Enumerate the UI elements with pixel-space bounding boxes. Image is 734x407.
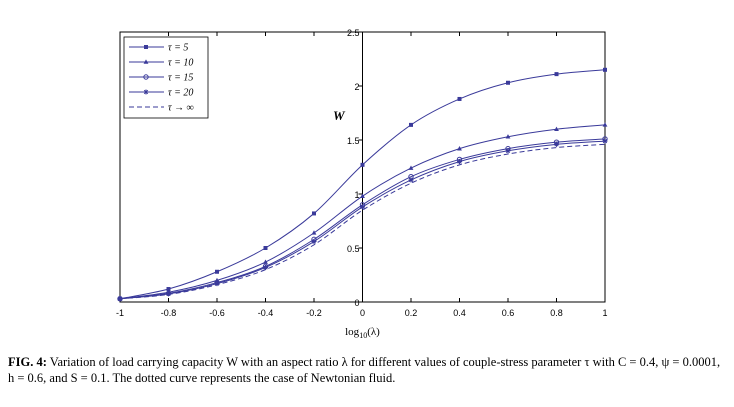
y-tick-label: 2 <box>354 82 359 92</box>
data-point-1 <box>360 193 365 198</box>
data-point-1 <box>263 259 268 264</box>
x-tick-label: 0.8 <box>550 308 563 318</box>
data-point-3 <box>408 177 414 183</box>
legend-label-3: τ = 20 <box>168 88 193 99</box>
data-point-3 <box>263 264 268 270</box>
x-tick-label: -1 <box>116 308 124 318</box>
data-point-1 <box>602 122 608 127</box>
x-tick-label: -0.2 <box>306 308 322 318</box>
legend-label-1: τ = 10 <box>168 58 193 69</box>
data-point-0 <box>360 162 365 167</box>
y-tick-label: 2.5 <box>347 28 360 38</box>
data-point-0 <box>263 246 268 250</box>
data-point-0 <box>603 67 607 72</box>
figure-caption: FIG. 4: Variation of load carrying capac… <box>8 354 728 386</box>
x-tick-label: -0.6 <box>209 308 225 318</box>
data-point-3 <box>214 281 220 287</box>
legend-marker-2 <box>143 74 149 80</box>
data-point-3 <box>505 148 511 154</box>
data-point-0 <box>312 211 316 216</box>
data-point-3 <box>457 159 462 165</box>
load-capacity-chart: -1 -0.8 -0.6 -0.4 -0.2 0 0.2 0.4 0.6 0.8 1 0 0.5 1 1.5… <box>116 28 608 340</box>
series-line-4 <box>119 143 606 300</box>
x-tick-label: 0.4 <box>453 308 466 318</box>
legend-marker-1 <box>143 59 149 64</box>
x-tick-label: -0.8 <box>161 308 177 318</box>
x-tick-label: 1 <box>602 308 607 318</box>
data-point-3 <box>360 204 365 210</box>
plot-area: -1 -0.8 -0.6 -0.4 -0.2 0 0.2 0.4 0.6 0.8 1 0 0.5 1 1.5… <box>116 28 608 340</box>
data-point-1 <box>457 146 462 151</box>
data-point-0 <box>215 269 219 274</box>
data-point-3 <box>311 239 317 245</box>
data-point-3 <box>554 141 559 147</box>
x-tick-label: 0 <box>360 308 365 318</box>
data-point-3 <box>166 291 171 297</box>
y-axis-label: W <box>333 108 346 123</box>
data-point-1 <box>554 126 559 131</box>
x-tick-label: 0.2 <box>405 308 418 318</box>
legend-label-2: τ = 15 <box>168 73 193 84</box>
legend-marker-3 <box>143 89 149 95</box>
y-tick-label: 1.5 <box>347 136 360 146</box>
legend-label-4: τ → ∞ <box>168 103 194 114</box>
data-point-0 <box>166 287 171 292</box>
data-point-0 <box>506 80 510 85</box>
data-point-3 <box>602 138 608 144</box>
caption-text: Variation of load carrying capacity W wi… <box>8 355 721 385</box>
legend-label-0: τ = 5 <box>168 43 188 54</box>
data-point-0 <box>554 72 559 77</box>
y-tick-label: 0 <box>354 298 359 308</box>
data-point-0 <box>457 96 462 101</box>
y-tick-label: 1 <box>354 190 359 200</box>
x-tick-label: 0.6 <box>502 308 515 318</box>
legend-marker-0 <box>144 45 148 49</box>
x-axis-label: log10(λ) <box>345 326 380 340</box>
data-point-0 <box>409 122 413 127</box>
data-point-1 <box>408 165 414 170</box>
y-tick-label: 0.5 <box>347 244 360 254</box>
x-tick-label: -0.4 <box>258 308 274 318</box>
data-point-1 <box>505 134 511 139</box>
data-point-1 <box>311 230 317 235</box>
caption-label: FIG. 4: <box>8 355 47 369</box>
